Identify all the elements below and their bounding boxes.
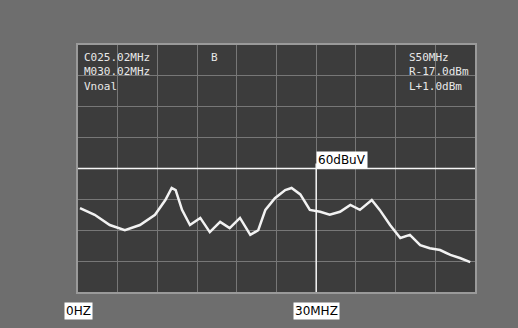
svg-text:C025.02MHzM030.02MHzVnoal: C025.02MHzM030.02MHzVnoal [84,51,150,93]
svg-text:0HZ: 0HZ [66,304,91,318]
svg-text:60dBuV: 60dBuV [318,153,366,167]
svg-text:S50MHzR-17.0dBmL+1.0dBm: S50MHzR-17.0dBmL+1.0dBm [409,51,469,93]
svg-text:B: B [211,51,218,64]
svg-text:30MHZ: 30MHZ [295,304,338,318]
